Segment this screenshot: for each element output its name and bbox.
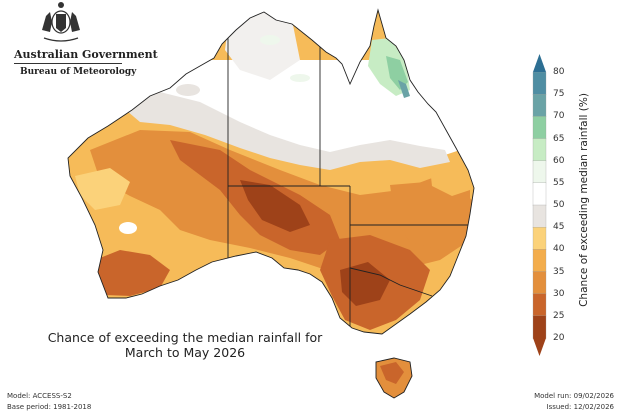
- tasmania-coastline: [375, 357, 413, 399]
- coat-of-arms-icon: [42, 2, 80, 42]
- footer-model-run: Model run: 09/02/2026: [534, 392, 614, 400]
- legend-band-40: [532, 227, 547, 250]
- footer-model: Model: ACCESS-S2: [7, 392, 72, 400]
- map-title-line2: March to May 2026: [124, 345, 246, 360]
- legend-tick-45: 45: [553, 222, 565, 233]
- legend-band-75: [532, 71, 547, 95]
- border-nsw-vic: [349, 267, 433, 297]
- government-name: Australian Government: [14, 48, 158, 61]
- legend-band-50: [532, 182, 547, 206]
- legend-tick-20: 20: [553, 333, 565, 343]
- legend-band-25: [532, 293, 547, 317]
- region-nw-grey-patch: [176, 84, 200, 96]
- legend-arrow-top: [533, 54, 546, 72]
- legend-band-20: [532, 315, 547, 339]
- legend-band-65: [532, 116, 547, 140]
- legend-tick-35: 35: [553, 266, 565, 277]
- legend-band-45: [532, 204, 547, 228]
- header-divider: [14, 63, 122, 64]
- legend-tick-55: 55: [553, 177, 565, 188]
- region-top-end-grey: [225, 10, 300, 80]
- region-cape-york-darker: [386, 56, 408, 90]
- legend-colorbar: [532, 54, 547, 356]
- legend-band-60: [532, 138, 547, 162]
- legend-label: Chance of exceeding median rainfall (%): [578, 93, 590, 307]
- region-nsw-orange: [390, 180, 472, 250]
- legend-tick-70: 70: [553, 111, 565, 122]
- region-cape-york-darkest: [398, 80, 410, 98]
- australia-coastline: [67, 8, 475, 335]
- map-title-line1: Chance of exceeding the median rainfall …: [47, 330, 323, 345]
- region-nsw-light: [430, 168, 470, 196]
- legend-arrow-bottom: [533, 338, 546, 356]
- legend-tick-80: 80: [553, 67, 565, 77]
- legend-tick-60: 60: [553, 155, 565, 166]
- legend-tick-25: 25: [553, 310, 565, 321]
- footer-base-period: Base period: 1981-2018: [7, 403, 92, 411]
- legend-band-55: [532, 160, 547, 184]
- region-se-darkest: [340, 262, 390, 306]
- legend-band-35: [532, 249, 547, 273]
- footer-issued: Issued: 12/02/2026: [546, 403, 614, 411]
- legend-tick-50: 50: [553, 200, 565, 210]
- legend-tick-65: 65: [553, 133, 565, 144]
- region-sw-dark: [95, 250, 170, 296]
- tasmania-dark: [380, 362, 404, 384]
- legend-tick-40: 40: [553, 244, 565, 255]
- region-north-light-grey: [120, 92, 450, 170]
- region-wa-white-patch: [119, 222, 137, 234]
- region-wa-light: [75, 168, 130, 210]
- region-central-darkest: [240, 180, 310, 232]
- region-nt-green-patch-2: [290, 74, 310, 82]
- bureau-name: Bureau of Meteorology: [20, 67, 137, 77]
- region-nt-green-patch: [260, 35, 280, 45]
- legend-band-70: [532, 94, 547, 117]
- map-title: Chance of exceeding the median rainfall …: [40, 330, 330, 360]
- legend-band-30: [532, 271, 547, 295]
- legend-tick-30: 30: [553, 288, 565, 299]
- legend-tick-75: 75: [553, 89, 565, 100]
